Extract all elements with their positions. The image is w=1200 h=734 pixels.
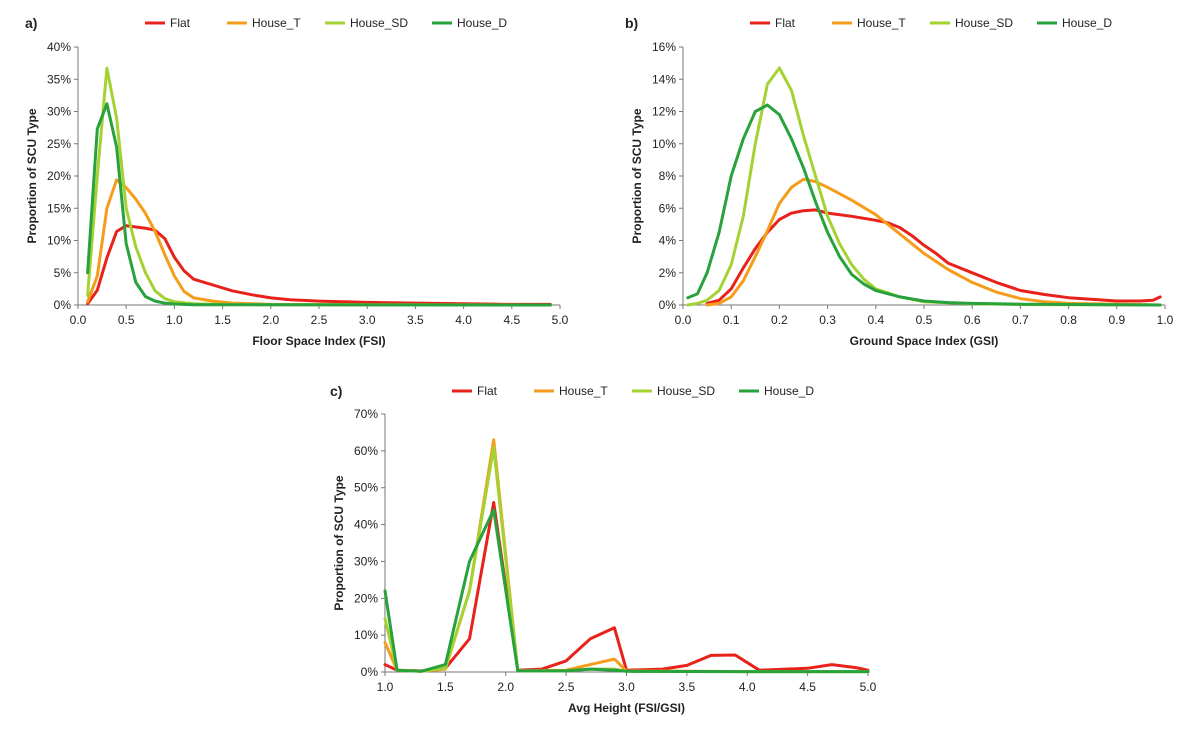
x-tick-label: 5.0 (552, 313, 569, 327)
y-axis-title: Proportion of SCU Type (332, 475, 346, 610)
x-tick-label: 0.2 (771, 313, 788, 327)
chart-panel-2: b) 0% 2% 4% 6% 8% 10% 12% 14% 16% 0.0 0.1 0.2 0.3 0.4 0… (625, 15, 1174, 348)
y-tick-label: 70% (354, 407, 378, 421)
y-tick-label: 15% (47, 201, 71, 215)
panel-label: c) (330, 383, 342, 399)
x-tick-label: 5.0 (860, 680, 877, 694)
legend: Flat House_T House_SD House_D (452, 384, 814, 398)
y-tick-label: 0% (659, 298, 677, 312)
legend-label: House_D (764, 384, 814, 398)
y-tick-label: 30% (47, 105, 71, 119)
x-tick-label: 2.5 (311, 313, 328, 327)
legend-label: House_D (457, 16, 507, 30)
x-tick-label: 1.0 (377, 680, 394, 694)
legend-label: House_SD (955, 16, 1013, 30)
y-tick-label: 8% (659, 169, 677, 183)
x-tick-label: 4.0 (739, 680, 756, 694)
x-tick-label: 4.0 (455, 313, 472, 327)
series-line-house-sd (86, 66, 552, 307)
y-tick-label: 10% (652, 137, 676, 151)
panel-label: b) (625, 15, 638, 31)
x-tick-label: 3.5 (407, 313, 424, 327)
y-tick-label: 4% (659, 234, 677, 248)
y-tick-label: 16% (652, 40, 676, 54)
y-tick-label: 25% (47, 137, 71, 151)
legend: Flat House_T House_SD House_D (145, 16, 507, 30)
y-tick-label: 0% (54, 298, 72, 312)
x-tick-label: 0.6 (964, 313, 981, 327)
legend: Flat House_T House_SD House_D (750, 16, 1112, 30)
y-tick-label: 0% (361, 665, 379, 679)
x-tick-label: 0.9 (1108, 313, 1125, 327)
legend-label: Flat (775, 16, 796, 30)
y-tick-label: 60% (354, 444, 378, 458)
x-tick-label: 0.5 (916, 313, 933, 327)
series-line-house-d (686, 103, 1162, 307)
legend-label: House_T (252, 16, 301, 30)
series-line-house-t (705, 177, 1162, 307)
x-tick-label: 3.0 (359, 313, 376, 327)
series-line-house-d (383, 508, 870, 674)
series-line-house-t (383, 438, 870, 674)
x-tick-label: 0.3 (819, 313, 836, 327)
x-tick-label: 4.5 (503, 313, 520, 327)
legend-label: House_SD (350, 16, 408, 30)
series-line-flat (705, 208, 1162, 305)
y-tick-label: 10% (354, 628, 378, 642)
y-tick-label: 20% (47, 169, 71, 183)
y-tick-label: 40% (47, 40, 71, 54)
y-tick-label: 50% (354, 481, 378, 495)
x-tick-label: 0.8 (1060, 313, 1077, 327)
y-tick-label: 20% (354, 591, 378, 605)
y-tick-label: 30% (354, 554, 378, 568)
y-tick-label: 12% (652, 105, 676, 119)
legend-label: Flat (477, 384, 498, 398)
series-line-house-d (86, 102, 552, 307)
x-tick-label: 4.5 (799, 680, 816, 694)
legend-label: House_T (857, 16, 906, 30)
legend-label: House_D (1062, 16, 1112, 30)
legend-label: House_SD (657, 384, 715, 398)
x-tick-label: 1.0 (166, 313, 183, 327)
chart-panel-1: a) 0% 5% 10% 15% 20% 25% 30% 35% 40% 0.0 0.5 1.0 1.5 2… (25, 15, 569, 348)
y-tick-label: 5% (54, 266, 72, 280)
panel-label: a) (25, 15, 37, 31)
y-tick-label: 2% (659, 266, 677, 280)
y-tick-label: 40% (354, 518, 378, 532)
y-axis-title: Proportion of SCU Type (630, 108, 644, 243)
x-tick-label: 2.0 (497, 680, 514, 694)
series-line-flat (383, 501, 870, 673)
series-line-house-sd (383, 445, 870, 674)
x-tick-label: 0.0 (70, 313, 87, 327)
x-tick-label: 1.5 (437, 680, 454, 694)
y-tick-label: 35% (47, 72, 71, 86)
series-line-house-sd (686, 66, 1162, 307)
y-tick-label: 10% (47, 234, 71, 248)
chart-panel-3: c) 0% 10% 20% 30% 40% 50% 60% 70% 1.0 1.5 2.0 2.5 3.0… (330, 383, 877, 715)
x-tick-label: 1.5 (214, 313, 231, 327)
x-axis-title: Ground Space Index (GSI) (850, 334, 999, 348)
x-tick-label: 0.4 (867, 313, 884, 327)
x-tick-label: 3.0 (618, 680, 635, 694)
x-tick-label: 0.7 (1012, 313, 1029, 327)
series-line-flat (86, 224, 552, 306)
x-tick-label: 0.5 (118, 313, 135, 327)
y-tick-label: 6% (659, 201, 677, 215)
x-tick-label: 0.1 (723, 313, 740, 327)
x-tick-label: 2.5 (558, 680, 575, 694)
x-axis-title: Floor Space Index (FSI) (252, 334, 385, 348)
y-tick-label: 14% (652, 72, 676, 86)
legend-label: Flat (170, 16, 191, 30)
series-line-house-t (86, 178, 552, 307)
x-tick-label: 0.0 (675, 313, 692, 327)
x-tick-label: 1.0 (1157, 313, 1174, 327)
legend-label: House_T (559, 384, 608, 398)
x-axis-title: Avg Height (FSI/GSI) (568, 701, 685, 715)
y-axis-title: Proportion of SCU Type (25, 108, 39, 243)
x-tick-label: 2.0 (262, 313, 279, 327)
x-tick-label: 3.5 (679, 680, 696, 694)
